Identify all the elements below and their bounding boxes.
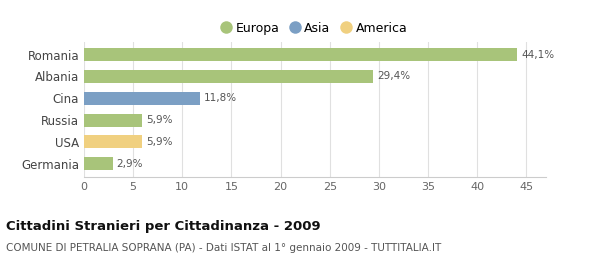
Legend: Europa, Asia, America: Europa, Asia, America [219, 18, 411, 38]
Bar [84, 92, 200, 105]
Bar [84, 114, 142, 127]
Text: 5,9%: 5,9% [146, 137, 172, 147]
Bar [84, 157, 113, 170]
Bar [84, 70, 373, 83]
Text: 29,4%: 29,4% [377, 72, 410, 81]
Text: COMUNE DI PETRALIA SOPRANA (PA) - Dati ISTAT al 1° gennaio 2009 - TUTTITALIA.IT: COMUNE DI PETRALIA SOPRANA (PA) - Dati I… [6, 243, 441, 253]
Text: 44,1%: 44,1% [521, 50, 554, 60]
Text: 5,9%: 5,9% [146, 115, 172, 125]
Text: 2,9%: 2,9% [116, 159, 143, 169]
Bar [84, 135, 142, 148]
Text: 11,8%: 11,8% [204, 93, 237, 103]
Bar [84, 48, 517, 61]
Text: Cittadini Stranieri per Cittadinanza - 2009: Cittadini Stranieri per Cittadinanza - 2… [6, 220, 320, 233]
